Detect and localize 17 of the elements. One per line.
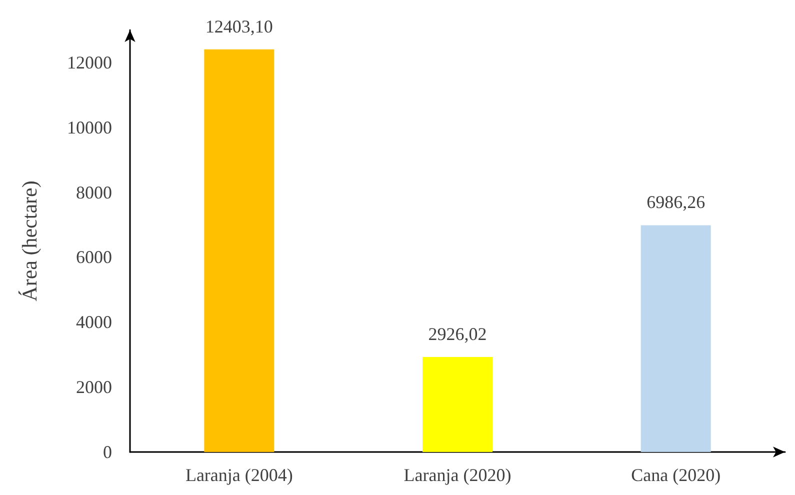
- y-tick-label: 2000: [76, 377, 112, 398]
- bar: [422, 357, 492, 452]
- y-tick-label: 6000: [76, 247, 112, 268]
- y-tick-label: 8000: [76, 182, 112, 202]
- x-tick-label: Laranja (2020): [404, 465, 512, 485]
- data-label: 6986,26: [646, 192, 706, 212]
- bar: [640, 225, 711, 452]
- data-label: 12403,10: [205, 16, 273, 36]
- y-tick-label: 0: [103, 442, 112, 462]
- x-tick-label: Laranja (2004): [185, 465, 293, 485]
- bar: [204, 49, 274, 452]
- data-label: 2926,02: [428, 324, 487, 344]
- y-tick-label: 12000: [67, 52, 112, 72]
- y-tick-label: 4000: [76, 312, 112, 332]
- y-axis-title: Área (hectare): [18, 180, 42, 302]
- y-tick-label: 10000: [67, 117, 112, 138]
- x-tick-label: Cana (2020): [631, 465, 721, 485]
